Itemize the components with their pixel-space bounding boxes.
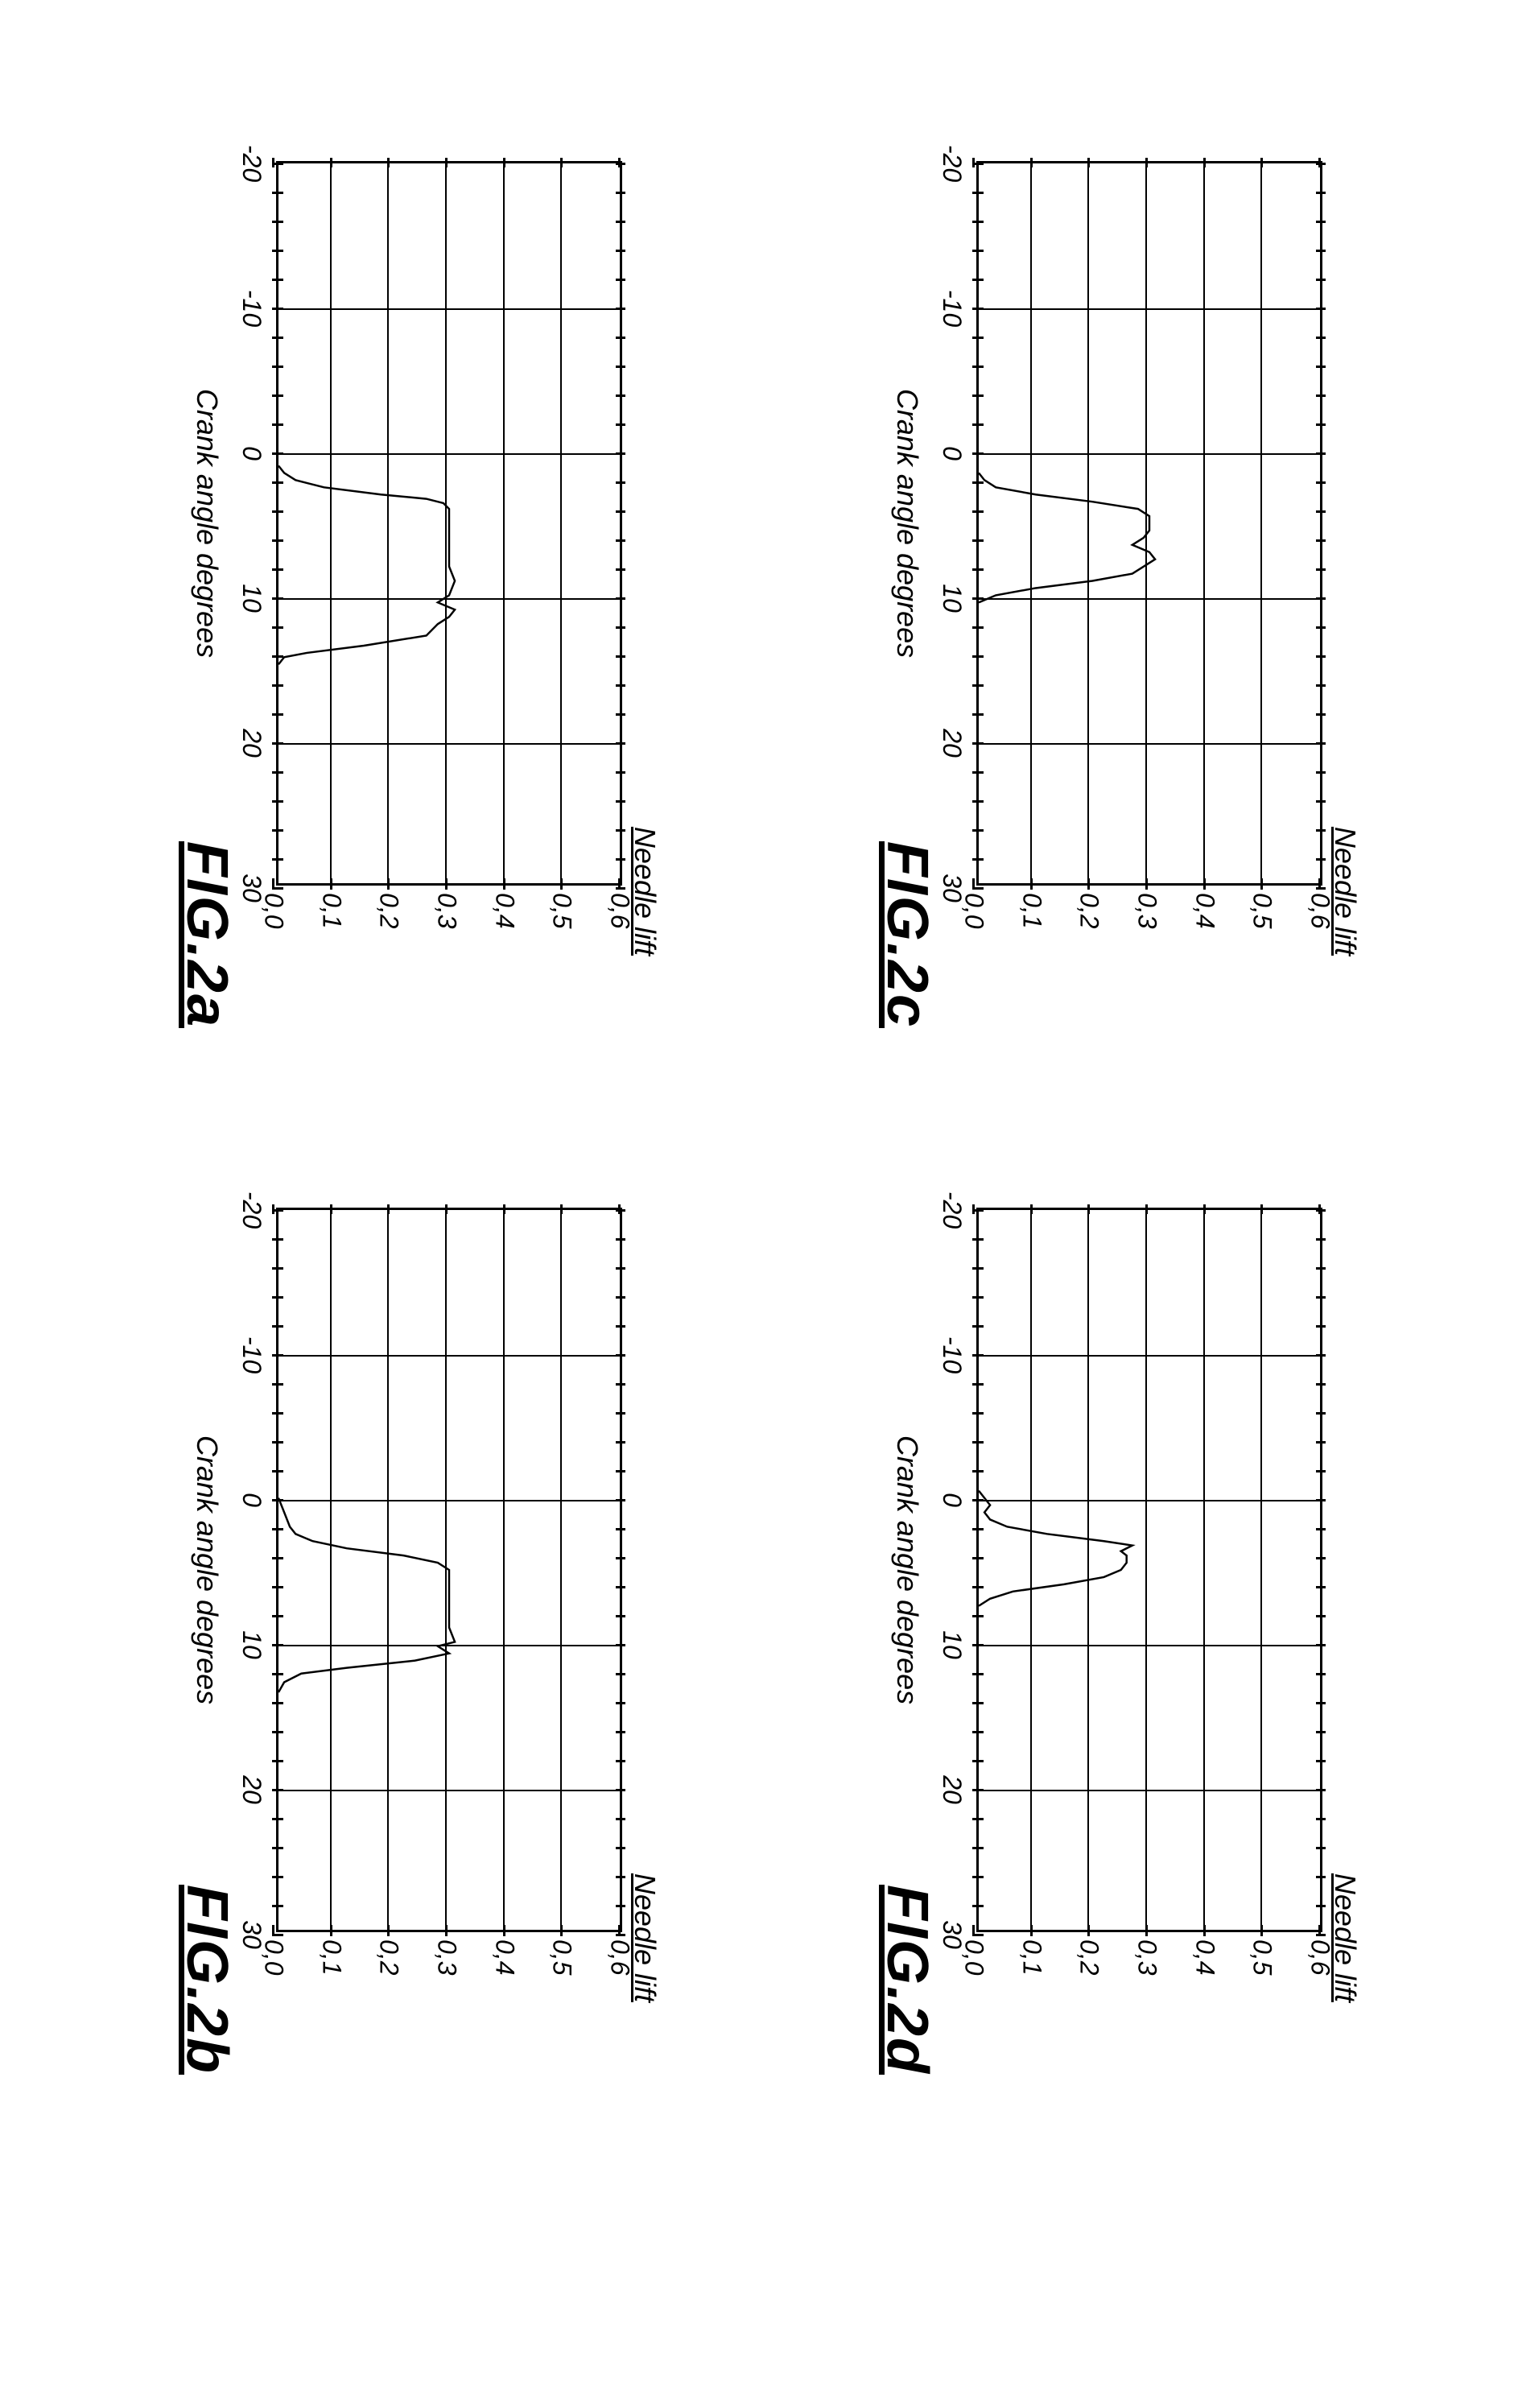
y-tick-label: 0,4 [489, 1939, 519, 1988]
curve [979, 163, 1320, 883]
x-tick-label: 10 [937, 1630, 967, 1659]
y-tick-label: 0,1 [316, 1939, 346, 1988]
y-tick-label: 0,3 [1132, 1939, 1162, 1988]
curve [979, 1210, 1320, 1930]
y-tick-label: 0,5 [547, 1939, 577, 1988]
top-row: -20-1001020300,00,10,20,30,40,50,6Crank … [80, 97, 1438, 982]
y-tick-label: 0,3 [432, 1939, 462, 1988]
y-tick-label: 0,0 [259, 893, 289, 941]
y-tick-label: 0,5 [1248, 1939, 1277, 1988]
y-tick-label: 0,3 [1132, 893, 1162, 941]
x-tick-label: 10 [237, 584, 266, 613]
bottom-row: -20-1001020300,00,10,20,30,40,50,6Crank … [80, 1143, 1438, 2029]
curve [278, 163, 620, 883]
x-axis-title: Crank angle degrees [890, 389, 924, 658]
y-tick-label: 0,5 [547, 893, 577, 941]
figure-label: FIG.2c [874, 841, 940, 1028]
figure-label: FIG.2b [174, 1885, 240, 2075]
x-tick-label: 20 [937, 729, 967, 758]
chart-fig2d: -20-1001020300,00,10,20,30,40,50,6Crank … [666, 1324, 1518, 1848]
x-tick-label: 20 [937, 1775, 967, 1804]
y-tick-label: 0,1 [1017, 893, 1046, 941]
chart-fig2c: -20-1001020300,00,10,20,30,40,50,6Crank … [666, 278, 1518, 801]
y-tick-label: 0,2 [374, 893, 404, 941]
x-tick-label: -10 [237, 290, 266, 327]
y-axis-title: Needle lift [628, 827, 662, 956]
y-tick-label: 0,1 [316, 893, 346, 941]
x-tick-label: -20 [237, 145, 266, 182]
x-tick-label: 10 [237, 1630, 266, 1659]
y-tick-label: 0,0 [259, 1939, 289, 1988]
x-axis-title: Crank angle degrees [190, 1435, 224, 1704]
x-tick-label: 0 [937, 1493, 967, 1507]
y-tick-label: 0,0 [959, 1939, 989, 1988]
y-axis-title: Needle lift [1328, 827, 1362, 956]
x-tick-label: 0 [937, 446, 967, 461]
x-tick-label: 10 [937, 584, 967, 613]
y-tick-label: 0,5 [1248, 893, 1277, 941]
plot-area: -20-1001020300,00,10,20,30,40,50,6Crank … [976, 161, 1322, 886]
x-axis-title: Crank angle degrees [890, 1435, 924, 1704]
y-tick-label: 0,4 [1190, 1939, 1219, 1988]
y-axis-title: Needle lift [1328, 1873, 1362, 2002]
x-axis-title: Crank angle degrees [190, 389, 224, 658]
plot-area: -20-1001020300,00,10,20,30,40,50,6Crank … [276, 1208, 622, 1932]
x-tick-label: 0 [237, 446, 266, 461]
plot-area: -20-1001020300,00,10,20,30,40,50,6Crank … [976, 1208, 1322, 1932]
x-tick-label: -10 [937, 290, 967, 327]
figure-page: -20-1001020300,00,10,20,30,40,50,6Crank … [0, 0, 1518, 2408]
figure-label: FIG.2d [874, 1885, 940, 2075]
y-tick-label: 0,2 [1075, 893, 1104, 941]
x-tick-label: -10 [237, 1336, 266, 1373]
y-axis-title: Needle lift [628, 1873, 662, 2002]
curve [278, 1210, 620, 1930]
y-tick-label: 0,2 [1075, 1939, 1104, 1988]
x-tick-label: -20 [937, 145, 967, 182]
x-tick-label: -20 [237, 1192, 266, 1229]
y-tick-label: 0,4 [489, 893, 519, 941]
y-tick-label: 0,0 [959, 893, 989, 941]
x-tick-label: 20 [237, 729, 266, 758]
y-tick-label: 0,4 [1190, 893, 1219, 941]
plot-area: -20-1001020300,00,10,20,30,40,50,6Crank … [276, 161, 622, 886]
figure-label: FIG.2a [174, 841, 240, 1028]
x-tick-label: -10 [937, 1336, 967, 1373]
x-tick-label: 0 [237, 1493, 266, 1507]
y-tick-label: 0,1 [1017, 1939, 1046, 1988]
x-tick-label: -20 [937, 1192, 967, 1229]
y-tick-label: 0,2 [374, 1939, 404, 1988]
x-tick-label: 20 [237, 1775, 266, 1804]
y-tick-label: 0,3 [432, 893, 462, 941]
